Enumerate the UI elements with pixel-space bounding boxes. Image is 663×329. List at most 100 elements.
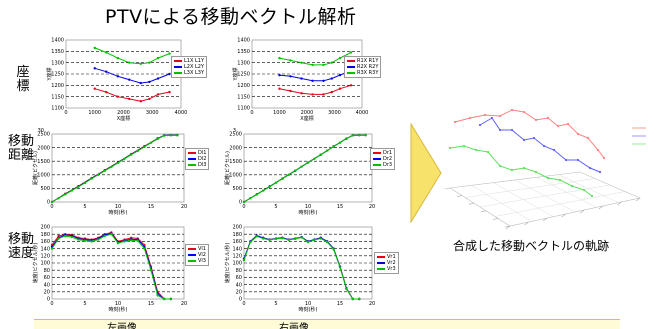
coord-left-series-1-point xyxy=(105,90,108,94)
trajectory-point-red xyxy=(498,114,502,118)
trajectory-point-blue xyxy=(598,170,602,174)
coord-right-series-2-line xyxy=(279,70,352,82)
speed-left-xtick-label: 20 xyxy=(181,301,187,307)
coord-left-series-3-point xyxy=(128,61,131,64)
trajectory-3d-grid xyxy=(444,171,641,230)
trajectory-point-blue xyxy=(552,148,556,152)
coord-left-series-2-point xyxy=(93,67,96,70)
dist-left-series-3-point xyxy=(64,193,67,196)
coord-right-ytick-label: 1350 xyxy=(237,49,250,55)
legend-speed-left-item: Vl1 xyxy=(188,246,206,252)
trajectory-line-blue xyxy=(479,117,601,173)
speed-left-series-3-point xyxy=(77,238,80,241)
trajectory-point-green xyxy=(448,146,452,150)
speed-right-ytick-label: 200 xyxy=(232,225,242,231)
dist-left-xtick-label: 15 xyxy=(148,204,154,210)
coord-left-series-3-point xyxy=(156,56,160,60)
dist-left-series-3-line xyxy=(51,134,178,203)
coord-right-series-1-point xyxy=(300,92,303,95)
coord-right-ytick-label: 1100 xyxy=(237,106,250,112)
row-label-dist: 移動距離 xyxy=(8,134,35,163)
row-label-coord: 座標 xyxy=(16,65,30,94)
coord-left-series-1-point xyxy=(139,100,142,103)
speed-left-series-3-point xyxy=(110,233,113,236)
dist-left-ytick-label: 500 xyxy=(40,186,50,192)
dist-right-xtick-label: 5 xyxy=(274,204,277,210)
speed-right-ytick-label: 120 xyxy=(232,254,242,260)
dist-left-series-3-point xyxy=(70,189,73,192)
trajectory-floor-gridline xyxy=(464,178,596,198)
speed-left-ytick-label: 20 xyxy=(44,290,50,296)
speed-right-ytick-label: 100 xyxy=(232,261,242,267)
dist-right-ytick-label: 2500 xyxy=(229,132,242,138)
trajectory-3d-lines xyxy=(448,108,606,198)
coord-right-xtick-label: 0 xyxy=(250,110,253,116)
speed-right-series-3-point xyxy=(319,237,322,240)
dist-right-series-3-point xyxy=(306,161,310,164)
legend-dist-left-label: Dl3 xyxy=(198,162,207,168)
legend-speed-left-label: Vl2 xyxy=(198,252,206,258)
legend-speed-left-label: Vl1 xyxy=(198,246,206,252)
legend-dist-left-item: Dl2 xyxy=(188,156,206,162)
dist-left-xtick-label: 10 xyxy=(115,204,121,210)
coord-right-ytick-label: 1300 xyxy=(237,60,250,66)
legend-speed-left-item: Vl2 xyxy=(188,252,206,258)
dist-left-ytick-label: 1500 xyxy=(37,159,50,165)
legend-speed-right: Vr1 Vr2 Vr3 xyxy=(374,252,399,274)
legend-speed-left: Vl1 Vl2 Vl3 xyxy=(185,244,209,266)
coord-right-series-3-point xyxy=(322,63,325,67)
coord-right-series-2-point xyxy=(278,73,281,77)
trajectory-axis-tick xyxy=(561,213,566,218)
coord-left-series-1-point xyxy=(93,87,96,90)
trajectory-floor-gridline xyxy=(494,191,626,217)
chart-coord-left: 1100 1150 1200 1250 1300 1350 1400 0 1000 2000 300… xyxy=(44,34,189,129)
speed-left-series-3-point xyxy=(136,239,139,242)
legend-speed-right-swatch xyxy=(377,262,385,264)
dist-right-xtick-label: 20 xyxy=(369,204,375,210)
trajectory-point-red xyxy=(534,118,538,122)
trajectory-point-blue xyxy=(522,138,526,142)
dist-left-series-3-point xyxy=(83,181,87,185)
speed-right-series-3-point xyxy=(255,235,258,238)
coord-left-ytick-label: 1250 xyxy=(51,72,64,78)
speed-right-ytick-label: 80 xyxy=(236,268,242,274)
speed-left-series-3-point xyxy=(50,247,54,250)
speed-left-series-3-point xyxy=(130,239,133,242)
speed-right-series-3-point xyxy=(313,238,316,242)
coord-right-series-3-line xyxy=(279,52,352,66)
trajectory-point-green xyxy=(582,188,586,192)
legend-dist-left-swatch xyxy=(188,152,196,154)
coord-left-series-1-point xyxy=(156,93,160,96)
chart-coord-right: 1100 1150 1200 1250 1300 1350 1400 0 1000 2000 300… xyxy=(230,34,370,129)
trajectory-axis-tick xyxy=(456,195,463,197)
dist-left-series-3-point xyxy=(136,149,139,153)
trajectory-axis-tick xyxy=(635,197,641,202)
legend-coord-left-swatch xyxy=(174,60,182,62)
dist-left-ytick-label: 1000 xyxy=(37,173,50,179)
legend-coord-left-label: L1X L1Y xyxy=(184,58,205,64)
dist-right-series-3-point xyxy=(319,153,322,156)
speed-right-series-3-point xyxy=(351,297,354,301)
chart-speed-left: 0 20 40 60 80 100 120 140 160 180 200 0 5 10 15 20 時刻(秒)… xyxy=(30,221,195,316)
coord-right-ytick-label: 1250 xyxy=(237,72,250,78)
legend-coord-right-item: R3X R3Y xyxy=(347,70,378,76)
legend-coord-right-swatch xyxy=(347,66,355,68)
speed-right-ytick-label: 140 xyxy=(232,246,242,252)
legend-speed-right-swatch xyxy=(377,256,385,258)
dist-right-series-3-point xyxy=(287,173,290,176)
dist-right-series-3-point xyxy=(274,181,278,184)
dist-left-xtick-label: 5 xyxy=(83,204,86,210)
coord-left-xtick-label: 0 xyxy=(64,110,67,116)
coord-left-series-3-line xyxy=(94,47,170,65)
coord-right-xtick-label: 4000 xyxy=(356,110,369,116)
legend-dist-left-item: Dl3 xyxy=(188,162,206,168)
dist-right-ytick-label: 1000 xyxy=(229,173,242,179)
speed-left-series-3-point xyxy=(97,238,100,241)
dist-right-series-3-point xyxy=(345,137,348,140)
coord-right-series-1-point xyxy=(278,87,281,90)
dist-left-series-3-point xyxy=(116,161,120,165)
coord-right-series-2-point xyxy=(338,73,342,77)
coord-right-xtick-label: 1000 xyxy=(273,110,286,116)
trajectory-point-red xyxy=(468,116,472,120)
legend-coord-left-label: L3X L3Y xyxy=(184,70,205,76)
